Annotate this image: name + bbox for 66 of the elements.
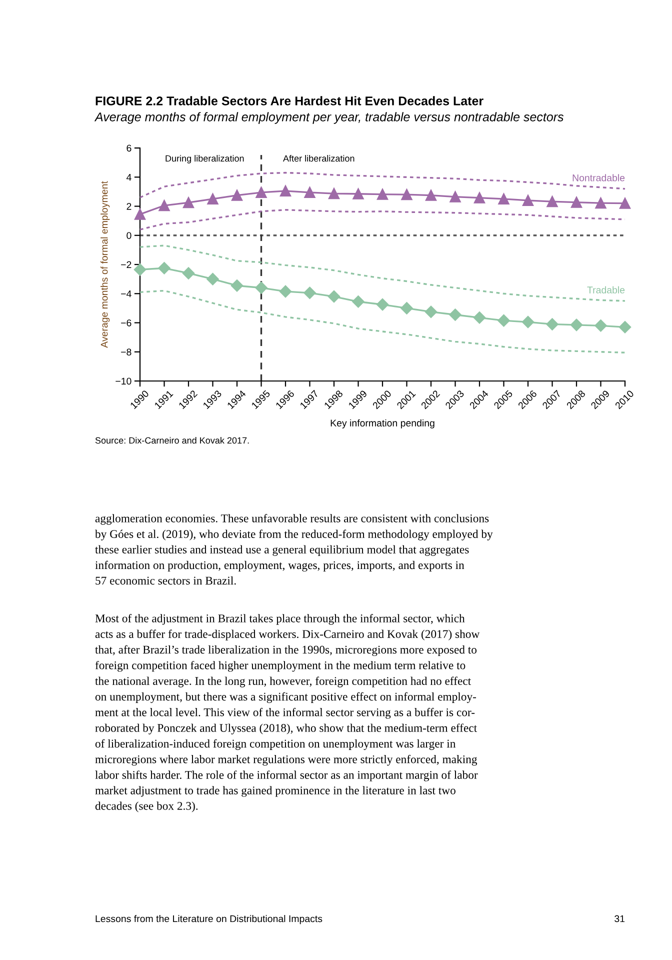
point <box>352 188 364 200</box>
point <box>256 186 267 198</box>
point <box>279 285 292 298</box>
point <box>450 191 461 202</box>
point <box>182 267 195 280</box>
y-tick-label: 4 <box>126 174 132 181</box>
point <box>595 197 606 209</box>
point <box>522 316 534 328</box>
point <box>328 188 340 200</box>
point <box>304 286 316 299</box>
chart-title: FIGURE 2.2 Tradable Sectors Are Hardest Hit Even Decades Later <box>96 96 484 106</box>
point <box>570 318 583 332</box>
y-tick-label: 6 <box>126 144 132 152</box>
text: Lessons from the Literature on Distributional Impacts <box>96 915 322 924</box>
series-label: Nontradable <box>572 174 625 182</box>
point <box>570 196 582 208</box>
point <box>206 272 219 286</box>
y-tick-label: −2 <box>121 261 132 268</box>
text: Most of the adjustment in Brazil takes place through the informal sector, which acts as a buffer for trade-displaced workers. Dix-Carneiro and Kovak (2017) show that, after Brazil’s trade liberalization in the 1990s, microregions more exposed to foreign competition faced higher unemployment in the medium term relative to the national average. In the long run, however, foreign competition had no effect on unemployment, but there was a significant positive effect on informal employ- ment at the local level. This view of the informal sector serving as a buffer is cor- roborated by Ponczek and Ulyssea (2018), who show that the medium-term effect of liberalization-induced foreign competition on unemployment was larger in microregions where labor market regulations were more strictly enforced, making labor shifts harder. The role of the informal sector as an important margin of labor market adjustment to trade has gained prominence in the literature in last two decades (see box 2.3). <box>95 614 480 812</box>
x-axis-title: Key information pending <box>330 419 434 428</box>
point <box>134 264 146 276</box>
point <box>158 262 170 274</box>
point <box>158 200 170 212</box>
y-axis-title: Average months of formal employment <box>100 181 110 348</box>
line-series <box>139 244 626 302</box>
point <box>449 308 462 321</box>
point <box>280 185 292 197</box>
annotation: After liberalization <box>283 155 354 162</box>
y-tick-label: −10 <box>116 378 132 385</box>
y-tick-label: −8 <box>121 348 132 356</box>
point <box>255 282 268 294</box>
point <box>498 314 510 327</box>
point <box>400 302 413 314</box>
point <box>207 193 218 205</box>
y-tick-label: −4 <box>121 290 132 298</box>
point <box>473 312 486 324</box>
point <box>474 192 486 204</box>
point <box>546 196 558 208</box>
point <box>522 194 534 206</box>
point <box>231 190 243 201</box>
point <box>424 306 438 318</box>
point <box>594 320 607 332</box>
point <box>134 208 146 220</box>
y-tick-label: 2 <box>126 202 132 210</box>
text: Tradable <box>587 286 625 294</box>
y-tick-label: 0 <box>126 232 132 239</box>
text: agglomeration economies. These unfavorable results are consistent with conclusions by Góes et al. (2019), who deviate from the reduced-form methodology employed by these earlier studies and instead use a general equilibrium model that aggregates information on production, employment, wages, prices, imports, and exports in 57 economic sectors in Brazil. <box>95 514 493 585</box>
point <box>401 189 412 200</box>
y-tick-label: −6 <box>121 319 132 326</box>
point <box>304 186 316 198</box>
chart-subtitle: Average months of formal employment per year, tradable versus nontradable sectors <box>94 112 564 124</box>
point <box>425 190 437 201</box>
point <box>328 290 340 303</box>
source-note: Source: Dix-Carneiro and Kovak 2017. <box>95 437 249 444</box>
line-series <box>139 172 626 198</box>
point <box>182 197 194 208</box>
point <box>618 321 632 334</box>
text: 31 <box>614 915 625 922</box>
point <box>230 280 244 292</box>
point <box>498 193 510 205</box>
point <box>376 298 389 311</box>
point <box>619 198 631 209</box>
point <box>376 188 388 200</box>
point <box>352 296 364 308</box>
annotation: During liberalization <box>166 155 244 164</box>
point <box>546 318 558 330</box>
